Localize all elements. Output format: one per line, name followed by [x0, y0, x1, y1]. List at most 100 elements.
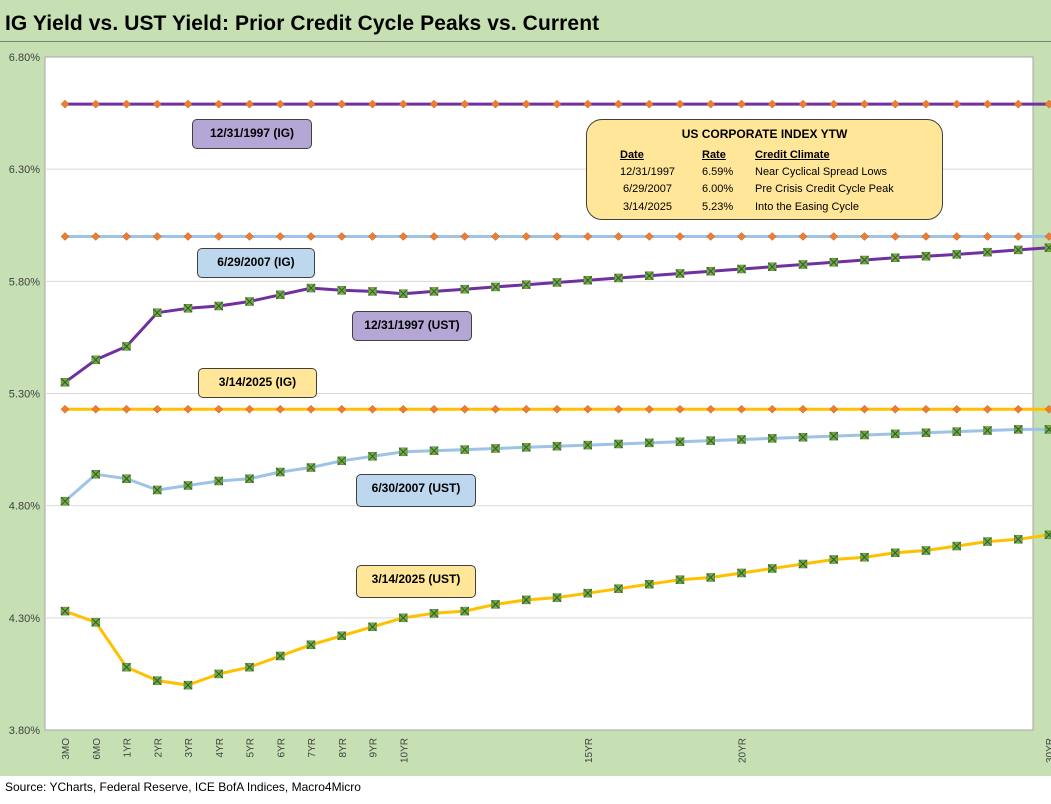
- marker-cross: [183, 303, 193, 313]
- data-point: [890, 548, 900, 558]
- data-point: [890, 232, 900, 241]
- data-point: [122, 342, 131, 351]
- data-point: [952, 404, 962, 414]
- data-point: [552, 232, 562, 241]
- data-point: [368, 404, 377, 414]
- marker-cross: [952, 250, 962, 259]
- marker-cross: [398, 289, 408, 299]
- data-point: [552, 404, 562, 414]
- data-point: [214, 669, 224, 679]
- data-point: [890, 99, 900, 109]
- data-point: [91, 404, 101, 414]
- marker-cross: [829, 431, 839, 441]
- data-point: [860, 99, 869, 109]
- data-point: [275, 651, 285, 661]
- data-point: [491, 232, 500, 241]
- marker-cross: [521, 595, 531, 605]
- data-point: [306, 283, 316, 293]
- series: [60, 99, 1051, 109]
- data-point: [275, 232, 285, 241]
- data-point: [398, 289, 408, 299]
- title-divider: [0, 41, 1051, 42]
- data-point: [183, 404, 193, 414]
- data-point: [91, 99, 101, 109]
- marker-cross: [614, 439, 623, 449]
- data-point: [491, 404, 500, 414]
- marker-cross: [368, 622, 377, 632]
- data-point: [275, 99, 285, 109]
- marker-cross: [337, 631, 347, 641]
- data-point: [398, 232, 408, 241]
- marker-cross: [583, 440, 593, 450]
- data-point: [706, 573, 716, 582]
- data-point: [644, 99, 654, 109]
- marker-cross: [491, 282, 500, 292]
- ytw-row-climate: Near Cyclical Spread Lows: [755, 166, 888, 178]
- data-point: [460, 232, 470, 241]
- marker-cross: [552, 593, 562, 602]
- x-tick-label: 3YR: [184, 738, 195, 757]
- marker-cross: [890, 429, 900, 439]
- data-point: [583, 99, 593, 109]
- data-point: [306, 404, 316, 414]
- data-point: [1044, 425, 1051, 434]
- ytw-header-rate: Rate: [702, 149, 726, 161]
- data-point: [767, 99, 777, 109]
- data-point: [337, 631, 347, 641]
- marker-cross: [798, 559, 808, 569]
- data-point: [368, 232, 377, 241]
- data-point: [614, 273, 623, 283]
- data-point: [552, 441, 562, 451]
- data-point: [737, 404, 746, 414]
- marker-cross: [983, 426, 992, 435]
- data-point: [675, 99, 685, 109]
- data-point: [398, 613, 408, 623]
- x-tick-label: 9YR: [369, 738, 380, 757]
- marker-cross: [521, 280, 531, 290]
- data-point: [644, 579, 654, 589]
- marker-cross: [1044, 532, 1051, 540]
- data-point: [952, 232, 962, 241]
- marker-cross: [860, 552, 869, 562]
- data-point: [521, 99, 531, 109]
- label-ig-2007: 6/29/2007 (IG): [197, 248, 315, 278]
- data-point: [368, 287, 377, 296]
- data-point: [122, 474, 131, 484]
- marker-cross: [275, 651, 285, 661]
- data-point: [122, 232, 131, 241]
- marker-cross: [952, 427, 962, 436]
- data-point: [921, 404, 931, 414]
- gridlines: [45, 168, 1033, 619]
- ytw-row-date: 12/31/1997: [620, 166, 676, 178]
- ytw-header-climate: Credit Climate: [755, 149, 830, 161]
- ytw-row-rate: 6.59%: [702, 166, 734, 178]
- data-point: [706, 436, 716, 445]
- marker-cross: [60, 606, 70, 616]
- data-point: [491, 99, 500, 109]
- data-point: [767, 564, 777, 573]
- x-tick-label: 6MO: [92, 738, 103, 760]
- y-tick-label: 6.30%: [9, 164, 40, 176]
- data-point: [429, 287, 439, 296]
- label-ust-2025: 3/14/2025 (UST): [356, 565, 476, 598]
- series: [60, 243, 1051, 387]
- data-point: [183, 680, 193, 690]
- data-point: [921, 428, 931, 438]
- data-point: [521, 232, 531, 241]
- data-point: [152, 99, 162, 109]
- marker-cross: [368, 451, 377, 461]
- data-point: [798, 559, 808, 569]
- data-point: [983, 426, 992, 435]
- data-point: [214, 301, 224, 311]
- data-point: [183, 303, 193, 313]
- data-point: [429, 99, 439, 109]
- data-point: [737, 435, 746, 444]
- data-point: [275, 290, 285, 300]
- x-tick-label: 2YR: [153, 738, 164, 757]
- marker-cross: [429, 287, 439, 296]
- data-point: [306, 99, 316, 109]
- data-point: [1013, 534, 1023, 544]
- marker-cross: [1044, 244, 1051, 253]
- data-point: [983, 247, 992, 257]
- marker-cross: [491, 444, 500, 453]
